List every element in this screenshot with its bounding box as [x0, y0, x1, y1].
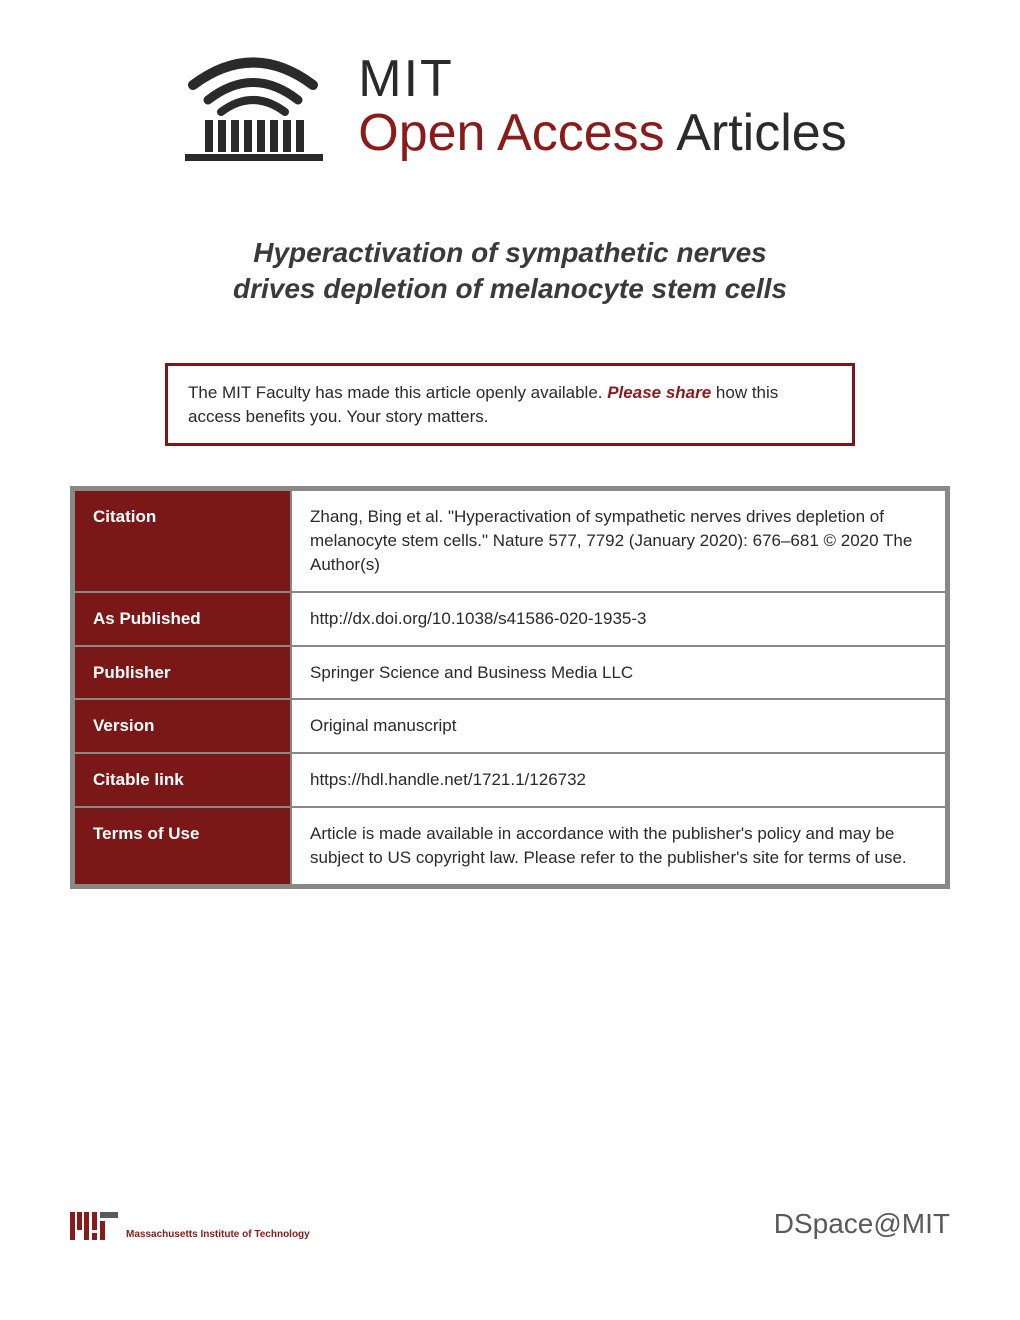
as-published-value[interactable]: http://dx.doi.org/10.1038/s41586-020-193… — [292, 593, 945, 645]
share-box: The MIT Faculty has made this article op… — [165, 363, 855, 447]
mit-name-label: Massachusetts Institute of Technology — [126, 1229, 310, 1240]
table-row: As Published http://dx.doi.org/10.1038/s… — [75, 593, 945, 645]
table-row: Terms of Use Article is made available i… — [75, 808, 945, 884]
table-row: Version Original manuscript — [75, 700, 945, 752]
mit-logo-icon — [70, 1212, 118, 1240]
terms-label: Terms of Use — [75, 808, 290, 884]
terms-value: Article is made available in accordance … — [292, 808, 945, 884]
dspace-label: DSpace@MIT — [774, 1208, 950, 1240]
publisher-label: Publisher — [75, 647, 290, 699]
citation-value: Zhang, Bing et al. "Hyperactivation of s… — [292, 491, 945, 590]
mit-footer: Massachusetts Institute of Technology — [70, 1212, 310, 1240]
header: MIT Open Access Articles — [70, 50, 950, 165]
article-title: Hyperactivation of sympathetic nerves dr… — [70, 235, 950, 308]
publisher-value: Springer Science and Business Media LLC — [292, 647, 945, 699]
mit-label: MIT — [358, 53, 846, 105]
mit-dome-icon — [173, 50, 333, 165]
citation-label: Citation — [75, 491, 290, 590]
citable-link-value[interactable]: https://hdl.handle.net/1721.1/126732 — [292, 754, 945, 806]
version-label: Version — [75, 700, 290, 752]
version-value: Original manuscript — [292, 700, 945, 752]
please-share-link[interactable]: Please share — [607, 383, 711, 402]
header-text: MIT Open Access Articles — [358, 53, 846, 162]
footer: Massachusetts Institute of Technology DS… — [70, 1208, 950, 1240]
citable-link-label: Citable link — [75, 754, 290, 806]
metadata-table: Citation Zhang, Bing et al. "Hyperactiva… — [70, 486, 950, 888]
table-row: Publisher Springer Science and Business … — [75, 647, 945, 699]
open-access-label: Open Access Articles — [358, 105, 846, 162]
table-row: Citation Zhang, Bing et al. "Hyperactiva… — [75, 491, 945, 590]
table-row: Citable link https://hdl.handle.net/1721… — [75, 754, 945, 806]
as-published-label: As Published — [75, 593, 290, 645]
